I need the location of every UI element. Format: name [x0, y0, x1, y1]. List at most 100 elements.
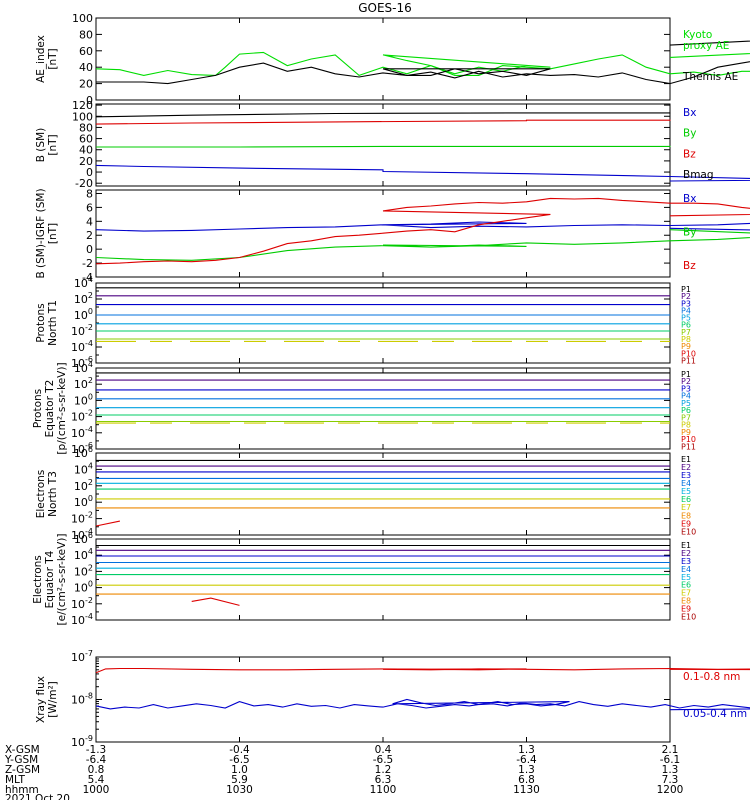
side-label: E10 — [681, 612, 696, 621]
y-tick-label: 0 — [86, 243, 93, 256]
y-tick-label: 20 — [79, 78, 93, 91]
y-axis-label: Protons — [35, 303, 47, 342]
row-label: Y-GSM — [4, 754, 38, 766]
side-label: E9 — [681, 605, 691, 614]
side-label: P3 — [681, 299, 691, 308]
row-value: 0.8 — [88, 764, 105, 776]
y-axis-label: [e/(cm²-s-sr-keV)] — [56, 534, 68, 626]
row-value: -6.5 — [229, 754, 250, 766]
y-tick-label: 100 — [74, 392, 93, 407]
side-label: By — [683, 227, 696, 239]
row-label: hhmm — [5, 784, 39, 796]
side-label: proxy AE — [683, 40, 729, 52]
row-value: 1130 — [513, 784, 540, 796]
side-label: E2 — [681, 549, 691, 558]
side-label: E5 — [681, 573, 691, 582]
side-label: P5 — [681, 314, 691, 323]
row-label: 2021 Oct 20 — [5, 793, 70, 800]
series-bx — [95, 164, 750, 182]
side-label: P3 — [681, 384, 691, 393]
side-label: 0.05-0.4 nm — [683, 708, 747, 720]
row-value: 1.0 — [231, 764, 248, 776]
y-tick-label: 10-4 — [71, 612, 93, 627]
side-label: Bmag — [683, 169, 714, 181]
side-label: Themis AE — [682, 71, 738, 83]
y-tick-label: 40 — [79, 61, 93, 74]
side-label: E5 — [681, 487, 691, 496]
side-label: P10 — [681, 349, 696, 358]
side-label: P5 — [681, 399, 691, 408]
y-axis-label: Equator T4 — [44, 550, 56, 608]
y-axis-label: Xray flux — [35, 676, 47, 723]
y-tick-label: 40 — [79, 144, 93, 157]
side-label: P10 — [681, 435, 696, 444]
side-label: P4 — [681, 392, 691, 401]
side-label: P7 — [681, 328, 691, 337]
side-label: E3 — [681, 471, 691, 480]
row-value: 1.3 — [518, 764, 535, 776]
side-label: E3 — [681, 557, 691, 566]
side-label: E8 — [681, 597, 691, 606]
side-label: P1 — [681, 370, 691, 379]
panel-frame — [95, 282, 671, 364]
y-axis-label: B (SM)-IGRF (SM) — [35, 188, 47, 278]
y-axis-label: [nT] — [47, 134, 59, 155]
y-tick-label: -2 — [82, 257, 93, 270]
side-label: E10 — [681, 527, 696, 536]
side-label: P6 — [681, 406, 691, 415]
panel-frame — [95, 103, 671, 187]
side-label: P4 — [681, 306, 691, 315]
row-value: 6.8 — [518, 774, 535, 786]
series-e9 — [191, 597, 240, 606]
panel-frame — [95, 452, 671, 536]
y-tick-label: 0 — [86, 94, 93, 107]
y-axis-label: AE_index — [35, 35, 47, 83]
y-axis-label: Electrons — [32, 555, 44, 604]
row-value: 0.4 — [375, 744, 392, 756]
y-tick-label: 0 — [86, 166, 93, 179]
side-label: P1 — [681, 285, 691, 294]
side-label: P11 — [681, 356, 696, 365]
row-value: 1.2 — [375, 764, 392, 776]
y-tick-label: -20 — [75, 177, 93, 190]
row-value: -6.4 — [516, 754, 537, 766]
side-label: P8 — [681, 421, 691, 430]
row-value: 1.3 — [518, 744, 535, 756]
y-tick-label: 8 — [86, 187, 93, 200]
side-label: E8 — [681, 511, 691, 520]
series-bmag — [95, 112, 671, 118]
series-themis-ae — [96, 40, 750, 85]
series-by — [96, 145, 671, 148]
y-axis-label: [p/(cm²-s-sr-keV)] — [56, 362, 68, 454]
y-tick-label: 60 — [79, 133, 93, 146]
side-label: E6 — [681, 581, 691, 590]
row-value: -6.4 — [86, 754, 107, 766]
row-value: 1.3 — [662, 764, 679, 776]
row-value: 2.1 — [662, 744, 679, 756]
y-tick-label: 102 — [74, 478, 93, 493]
side-label: E7 — [681, 589, 691, 598]
y-axis-label: North T1 — [47, 300, 59, 346]
row-value: 1100 — [370, 784, 397, 796]
y-tick-label: 2 — [86, 229, 93, 242]
series-e9 — [95, 520, 121, 527]
y-axis-label: [nT] — [47, 48, 59, 69]
row-value: 1030 — [226, 784, 253, 796]
series-bz — [95, 197, 750, 265]
y-axis-label: Electrons — [35, 470, 47, 519]
side-label: E9 — [681, 519, 691, 528]
y-tick-label: -4 — [82, 271, 93, 284]
y-axis-label: B (SM) — [35, 128, 47, 162]
side-label: P6 — [681, 321, 691, 330]
y-axis-label: [nT] — [47, 223, 59, 244]
side-label: P7 — [681, 413, 691, 422]
